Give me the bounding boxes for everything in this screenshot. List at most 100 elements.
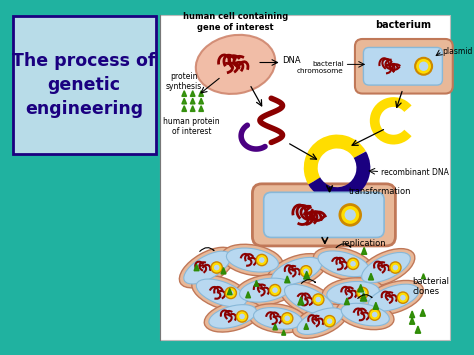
Polygon shape: [199, 106, 203, 111]
Text: DNA: DNA: [283, 56, 301, 65]
Circle shape: [239, 314, 245, 319]
Circle shape: [225, 287, 237, 299]
Circle shape: [228, 290, 234, 296]
Ellipse shape: [357, 248, 415, 286]
Circle shape: [259, 257, 264, 263]
FancyArrowPatch shape: [358, 295, 372, 299]
Polygon shape: [191, 98, 195, 104]
Polygon shape: [285, 276, 290, 283]
Circle shape: [350, 261, 356, 267]
Text: bacterial
chromosome: bacterial chromosome: [297, 61, 344, 74]
Polygon shape: [182, 98, 187, 104]
Polygon shape: [273, 324, 277, 330]
Text: human cell containing
gene of interest: human cell containing gene of interest: [183, 12, 288, 32]
Polygon shape: [362, 247, 367, 254]
Ellipse shape: [235, 274, 296, 306]
Polygon shape: [368, 273, 374, 280]
FancyBboxPatch shape: [12, 16, 155, 154]
FancyBboxPatch shape: [355, 39, 453, 94]
Ellipse shape: [192, 275, 251, 311]
Circle shape: [313, 294, 324, 305]
Circle shape: [392, 265, 398, 271]
Ellipse shape: [254, 307, 302, 329]
Polygon shape: [246, 291, 250, 298]
Ellipse shape: [209, 305, 256, 328]
Circle shape: [397, 292, 409, 303]
Ellipse shape: [280, 280, 337, 318]
Circle shape: [327, 318, 332, 324]
Text: The process of
genetic
engineering: The process of genetic engineering: [12, 53, 156, 118]
Ellipse shape: [318, 251, 369, 277]
Ellipse shape: [239, 278, 292, 302]
Polygon shape: [182, 106, 187, 111]
Circle shape: [269, 284, 281, 296]
Ellipse shape: [227, 248, 278, 272]
Circle shape: [324, 316, 335, 327]
Ellipse shape: [222, 244, 283, 276]
Circle shape: [301, 266, 312, 277]
Polygon shape: [410, 317, 415, 324]
Circle shape: [211, 262, 222, 273]
Ellipse shape: [313, 247, 374, 280]
Circle shape: [284, 316, 290, 321]
Text: transformation: transformation: [348, 187, 411, 196]
Ellipse shape: [297, 308, 343, 334]
Circle shape: [345, 209, 356, 220]
Polygon shape: [182, 91, 187, 96]
Polygon shape: [373, 302, 379, 309]
Polygon shape: [228, 288, 232, 295]
Polygon shape: [420, 309, 426, 316]
Polygon shape: [304, 271, 310, 279]
Ellipse shape: [322, 278, 384, 308]
Text: recombinant DNA: recombinant DNA: [381, 168, 449, 177]
Circle shape: [272, 287, 278, 293]
Circle shape: [419, 61, 428, 71]
Polygon shape: [298, 297, 304, 305]
Circle shape: [256, 255, 267, 266]
Ellipse shape: [196, 279, 246, 307]
Ellipse shape: [267, 253, 326, 289]
Ellipse shape: [368, 284, 419, 311]
Circle shape: [282, 313, 293, 324]
Polygon shape: [345, 298, 349, 305]
Polygon shape: [410, 311, 415, 318]
Text: bacterium: bacterium: [375, 20, 431, 30]
FancyArrowPatch shape: [200, 247, 214, 251]
Circle shape: [369, 309, 380, 320]
FancyBboxPatch shape: [253, 184, 395, 246]
Polygon shape: [191, 91, 195, 96]
Polygon shape: [358, 284, 364, 292]
Ellipse shape: [249, 304, 307, 333]
Circle shape: [372, 312, 377, 317]
Text: plasmid: plasmid: [442, 47, 473, 56]
Ellipse shape: [179, 247, 235, 288]
Ellipse shape: [327, 282, 379, 305]
Polygon shape: [415, 326, 421, 333]
Text: protein
synthesis: protein synthesis: [165, 72, 202, 91]
Polygon shape: [282, 330, 286, 335]
Circle shape: [303, 268, 309, 274]
Circle shape: [400, 295, 406, 300]
Circle shape: [237, 311, 248, 322]
FancyBboxPatch shape: [264, 192, 384, 237]
Polygon shape: [421, 274, 425, 279]
Polygon shape: [194, 264, 199, 271]
Ellipse shape: [337, 300, 394, 330]
Polygon shape: [304, 323, 309, 329]
Polygon shape: [254, 280, 259, 286]
FancyArrowPatch shape: [301, 279, 316, 283]
Polygon shape: [360, 293, 367, 301]
Circle shape: [315, 297, 321, 302]
Circle shape: [214, 265, 219, 271]
Polygon shape: [191, 106, 195, 111]
Circle shape: [390, 262, 401, 273]
Circle shape: [360, 290, 365, 296]
Ellipse shape: [362, 252, 410, 283]
Polygon shape: [221, 268, 226, 274]
Ellipse shape: [284, 284, 333, 315]
Ellipse shape: [341, 303, 389, 326]
Circle shape: [347, 258, 359, 269]
Circle shape: [340, 204, 361, 225]
Ellipse shape: [204, 301, 261, 332]
Text: human protein
of interest: human protein of interest: [163, 117, 219, 136]
